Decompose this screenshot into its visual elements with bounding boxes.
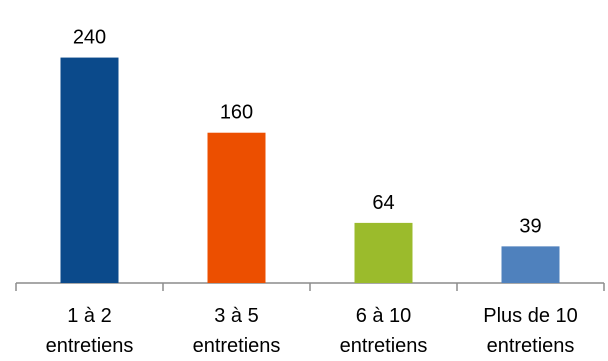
x-tick-label: 6 à 10 entretiens bbox=[340, 305, 428, 357]
bar bbox=[207, 132, 266, 283]
x-tick-label-line: Plus de 10 bbox=[483, 305, 578, 327]
data-label: 64 bbox=[372, 192, 394, 214]
bar bbox=[354, 222, 413, 283]
x-tick-label-line: entretiens bbox=[340, 335, 428, 357]
x-tick-label-line: 6 à 10 bbox=[356, 305, 412, 327]
x-tick-label: Plus de 10 entretiens bbox=[483, 305, 578, 357]
category-labels: 1 à 2 entretiens 3 à 5 entretiens 6 à 10 entr… bbox=[46, 305, 578, 357]
x-tick-label: 3 à 5 entretiens bbox=[193, 305, 281, 357]
data-label: 39 bbox=[519, 215, 541, 237]
x-tick-label-line: 3 à 5 bbox=[214, 305, 258, 327]
x-axis-ticks bbox=[15, 283, 605, 291]
x-tick-label-line: entretiens bbox=[193, 335, 281, 357]
x-tick-label-line: entretiens bbox=[487, 335, 575, 357]
bars bbox=[60, 57, 560, 284]
bar bbox=[60, 57, 119, 284]
bar bbox=[501, 246, 560, 283]
data-labels: 240 160 64 39 bbox=[73, 27, 542, 238]
x-tick-label: 1 à 2 entretiens bbox=[46, 305, 134, 357]
data-label: 240 bbox=[73, 27, 106, 49]
x-tick-label-line: 1 à 2 bbox=[67, 305, 111, 327]
data-label: 160 bbox=[220, 102, 253, 124]
x-tick-label-line: entretiens bbox=[46, 335, 134, 357]
